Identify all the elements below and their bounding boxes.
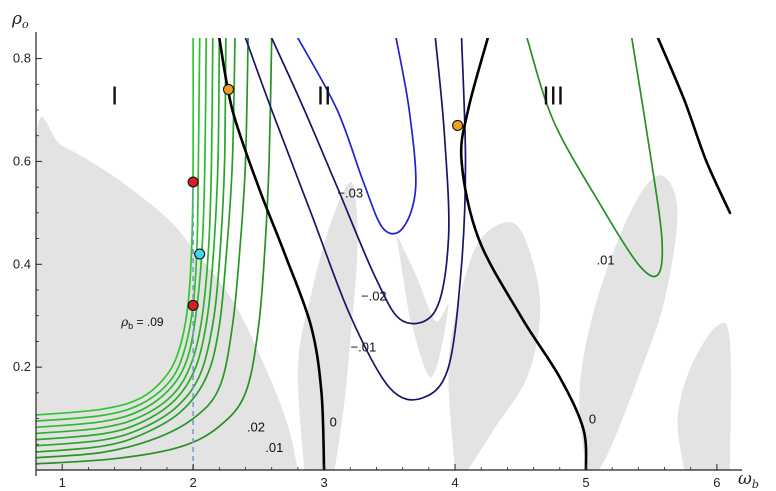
x-axis-label: ωb <box>738 469 759 491</box>
region-label-3: III <box>542 81 564 111</box>
region-label-2: II <box>317 81 331 111</box>
contour-line-2 <box>36 38 201 422</box>
rho-b-sub: b <box>128 321 133 331</box>
contour-line-4 <box>36 38 214 435</box>
contour-line-8 <box>36 38 249 459</box>
contour-label-3: 0 <box>330 414 337 429</box>
contour-label-2: .01 <box>265 440 283 455</box>
y-tick-label-3: 0.6 <box>13 153 31 168</box>
contour-line-12 <box>270 38 450 325</box>
shaded-region-1 <box>36 116 298 470</box>
rho-b-value: = .09 <box>133 315 164 329</box>
contour-line-6 <box>36 38 227 447</box>
contour-label-5: −.03 <box>337 185 363 200</box>
contour-label-1: .02 <box>247 419 265 434</box>
shaded-region-3 <box>396 233 449 378</box>
y-axis-label: ρo <box>11 9 29 31</box>
rho-b-annotation: ρb = .09 <box>120 315 164 331</box>
contour-line-7 <box>36 38 236 453</box>
red-point-2 <box>187 299 199 311</box>
marked-points <box>187 83 464 311</box>
y-tick-label-1: 0.2 <box>13 359 31 374</box>
contour-line-3 <box>36 38 208 429</box>
y-tick-label-4: 0.8 <box>13 51 31 66</box>
x-tick-label-2: 2 <box>190 475 197 490</box>
shaded-region-5 <box>579 175 678 470</box>
x-tick-label-4: 4 <box>451 475 458 490</box>
shaded-region-4 <box>448 222 541 470</box>
contour-line-16 <box>656 38 732 215</box>
shaded-region-2 <box>297 181 358 470</box>
contour-label-8: .01 <box>597 252 615 267</box>
x-tick-label-6: 6 <box>713 475 720 490</box>
x-tick-label-3: 3 <box>320 475 327 490</box>
contour-line-10 <box>218 38 326 470</box>
cyan-point-3 <box>194 248 206 260</box>
y-axis-label-sub: o <box>22 18 29 31</box>
contour-lines <box>36 38 732 470</box>
contour-label-6: −.02 <box>361 288 387 303</box>
orange-point-5 <box>452 119 464 131</box>
contour-label-7: −.01 <box>351 340 377 355</box>
orange-point-4 <box>222 83 235 95</box>
contour-line-15 <box>526 38 664 278</box>
contour-line-14 <box>459 38 588 470</box>
red-point-1 <box>187 176 199 188</box>
contour-line-1 <box>36 38 195 416</box>
x-tick-label-1: 1 <box>59 475 66 490</box>
x-axis-label-sub: b <box>752 478 759 491</box>
shaded-regions <box>36 116 731 470</box>
contour-line-11 <box>297 38 417 235</box>
shaded-region-6 <box>677 322 731 470</box>
x-tick-label-5: 5 <box>582 475 589 490</box>
contour-line-5 <box>36 38 221 441</box>
rho-b-symbol: ρ <box>120 315 128 329</box>
y-tick-label-2: 0.4 <box>13 256 31 271</box>
contour-line-9 <box>36 38 273 465</box>
contour-label-4: 0 <box>589 412 596 427</box>
region-label-1: I <box>111 81 118 111</box>
